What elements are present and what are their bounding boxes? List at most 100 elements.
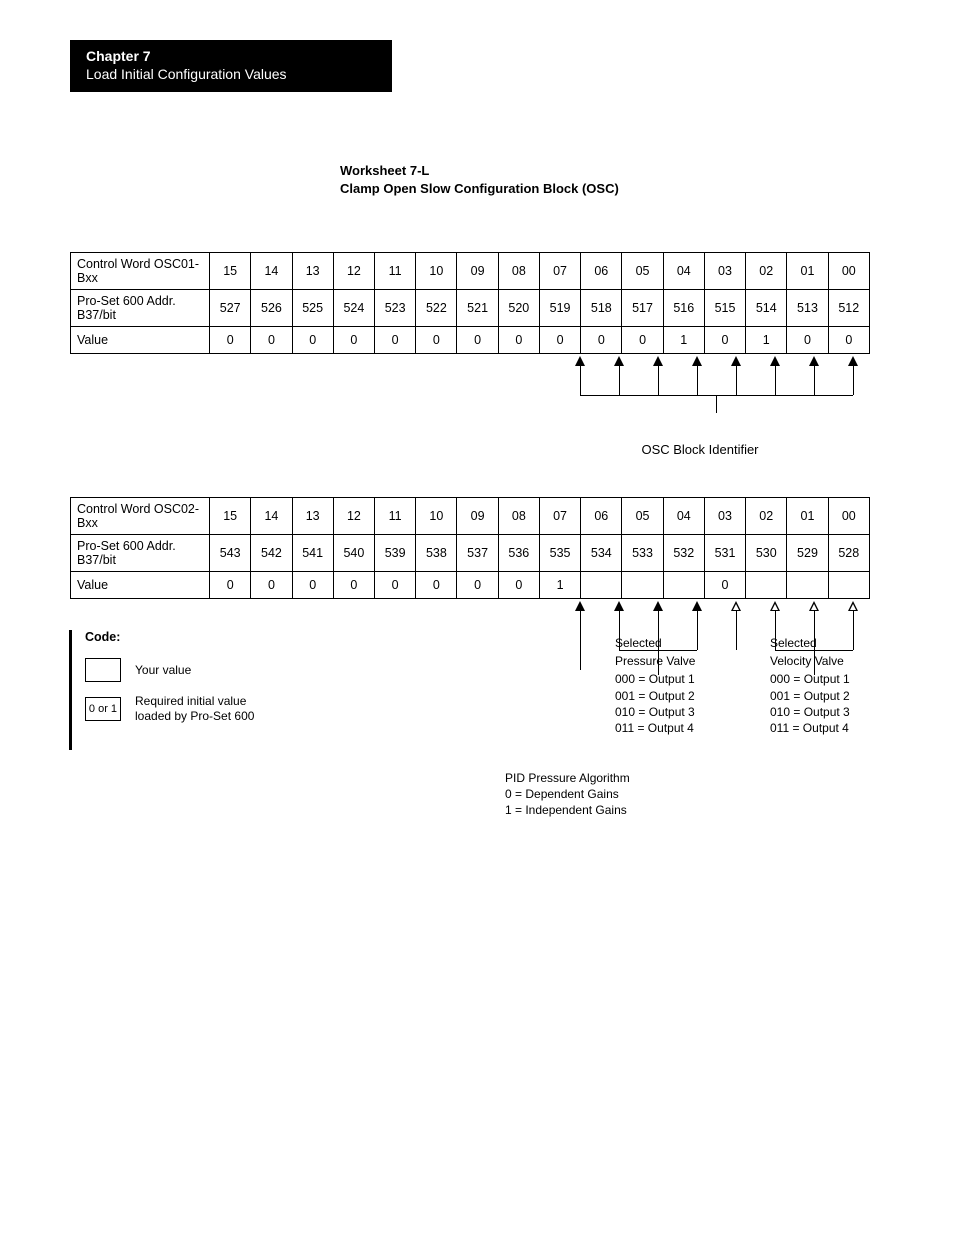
bit-header: 00	[828, 498, 869, 535]
addr-cell: 539	[375, 535, 416, 572]
addr-cell: 526	[251, 290, 292, 327]
value-cell: 0	[581, 327, 622, 354]
table-row: Pro-Set 600 Addr. B37/bit 527 526 525 52…	[71, 290, 870, 327]
value-cell: 0	[333, 572, 374, 599]
note-pid: PID Pressure Algorithm 0 = Dependent Gai…	[505, 770, 630, 819]
bit-header: 04	[663, 498, 704, 535]
chapter-header: Chapter 7 Load Initial Configuration Val…	[70, 40, 392, 92]
addr-cell: 524	[333, 290, 374, 327]
bit-header: 00	[828, 253, 869, 290]
bit-header: 02	[746, 253, 787, 290]
value-cell: 1	[746, 327, 787, 354]
note-line: Selected	[615, 635, 695, 651]
row-label: Pro-Set 600 Addr. B37/bit	[71, 535, 210, 572]
value-cell: 0	[539, 327, 580, 354]
required-box-icon: 0 or 1	[85, 697, 121, 721]
arrows-osc01	[70, 354, 870, 424]
bit-header: 02	[746, 498, 787, 535]
empty-box-icon	[85, 658, 121, 682]
addr-cell: 531	[704, 535, 745, 572]
note-line: Pressure Valve	[615, 653, 695, 669]
note-line: 000 = Output 1	[770, 671, 850, 687]
bit-header: 11	[375, 253, 416, 290]
addr-cell: 543	[210, 535, 251, 572]
note-line: 001 = Output 2	[615, 688, 695, 704]
note-line: 0 = Dependent Gains	[505, 786, 630, 802]
value-cell: 0	[498, 572, 539, 599]
row-label: Value	[71, 572, 210, 599]
addr-cell: 527	[210, 290, 251, 327]
note-line: 011 = Output 4	[615, 720, 695, 736]
legend-bar	[69, 630, 72, 750]
note-line: 010 = Output 3	[615, 704, 695, 720]
addr-cell: 541	[292, 535, 333, 572]
addr-cell: 529	[787, 535, 828, 572]
value-cell	[746, 572, 787, 599]
note-line: 011 = Output 4	[770, 720, 850, 736]
note-line: Velocity Valve	[770, 653, 850, 669]
bit-header: 13	[292, 253, 333, 290]
value-cell	[828, 572, 869, 599]
bit-header: 04	[663, 253, 704, 290]
worksheet-line1: Worksheet 7-L	[340, 162, 884, 180]
required-value-label: Required initial value loaded by Pro-Set…	[135, 694, 254, 724]
addr-cell: 534	[581, 535, 622, 572]
required-line2: loaded by Pro-Set 600	[135, 709, 254, 723]
value-cell	[787, 572, 828, 599]
addr-cell: 532	[663, 535, 704, 572]
addr-cell: 519	[539, 290, 580, 327]
chapter-subtitle: Load Initial Configuration Values	[86, 66, 376, 82]
row-label: Control Word OSC02-Bxx	[71, 498, 210, 535]
note-line: 000 = Output 1	[615, 671, 695, 687]
value-cell: 0	[251, 327, 292, 354]
addr-cell: 517	[622, 290, 663, 327]
value-cell: 1	[663, 327, 704, 354]
bit-header: 06	[581, 253, 622, 290]
value-cell	[663, 572, 704, 599]
table-row: Value 0 0 0 0 0 0 0 0 0 0 0 1 0 1 0 0	[71, 327, 870, 354]
value-cell: 0	[210, 327, 251, 354]
value-cell	[581, 572, 622, 599]
addr-cell: 516	[663, 290, 704, 327]
code-title: Code:	[85, 630, 254, 644]
addr-cell: 518	[581, 290, 622, 327]
value-cell: 0	[375, 572, 416, 599]
addr-cell: 521	[457, 290, 498, 327]
addr-cell: 515	[704, 290, 745, 327]
addr-cell: 525	[292, 290, 333, 327]
bit-header: 07	[539, 253, 580, 290]
bit-header: 15	[210, 498, 251, 535]
your-value-label: Your value	[135, 663, 191, 678]
table-row: Control Word OSC01-Bxx 15 14 13 12 11 10…	[71, 253, 870, 290]
value-cell: 0	[292, 572, 333, 599]
code-row-required: 0 or 1 Required initial value loaded by …	[85, 694, 254, 724]
addr-cell: 513	[787, 290, 828, 327]
addr-cell: 514	[746, 290, 787, 327]
addr-cell: 536	[498, 535, 539, 572]
value-cell: 0	[251, 572, 292, 599]
bit-header: 01	[787, 253, 828, 290]
addr-cell: 533	[622, 535, 663, 572]
bit-header: 14	[251, 253, 292, 290]
required-line1: Required initial value	[135, 694, 246, 708]
addr-cell: 542	[251, 535, 292, 572]
bit-header: 10	[416, 498, 457, 535]
worksheet-title: Worksheet 7-L Clamp Open Slow Configurat…	[340, 162, 884, 197]
code-legend: Code: Your value 0 or 1 Required initial…	[75, 630, 254, 736]
addr-cell: 535	[539, 535, 580, 572]
row-label: Value	[71, 327, 210, 354]
table-row: Value 0 0 0 0 0 0 0 0 1 0	[71, 572, 870, 599]
chapter-number: Chapter 7	[86, 48, 376, 64]
table-row: Control Word OSC02-Bxx 15 14 13 12 11 10…	[71, 498, 870, 535]
bit-header: 03	[704, 253, 745, 290]
bit-header: 12	[333, 498, 374, 535]
addr-cell: 512	[828, 290, 869, 327]
bit-header: 06	[581, 498, 622, 535]
value-cell: 0	[498, 327, 539, 354]
addr-cell: 530	[746, 535, 787, 572]
bit-header: 10	[416, 253, 457, 290]
note-pressure-valve: Selected Pressure Valve 000 = Output 1 0…	[615, 635, 695, 736]
row-label: Control Word OSC01-Bxx	[71, 253, 210, 290]
note-line: 001 = Output 2	[770, 688, 850, 704]
note-velocity-valve: Selected Velocity Valve 000 = Output 1 0…	[770, 635, 850, 736]
